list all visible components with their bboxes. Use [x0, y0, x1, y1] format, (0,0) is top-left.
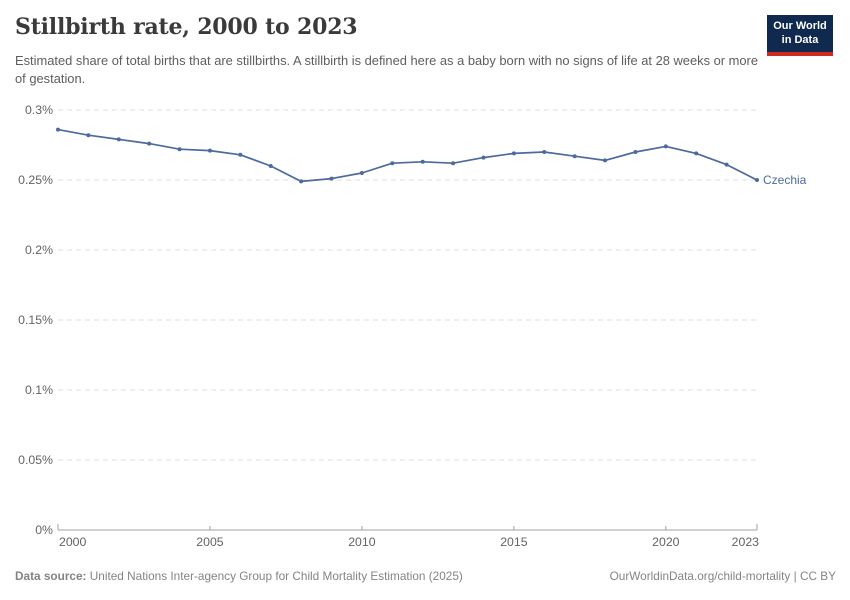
- data-point[interactable]: [147, 141, 152, 146]
- owid-logo-line2: in Data: [781, 33, 819, 46]
- y-tick-label: 0.05%: [18, 453, 53, 467]
- data-line[interactable]: [57, 128, 758, 183]
- data-point[interactable]: [663, 144, 668, 149]
- data-point[interactable]: [603, 158, 608, 163]
- y-tick-label: 0.2%: [25, 243, 53, 257]
- data-point[interactable]: [451, 161, 456, 166]
- x-tick-label: 2010: [348, 535, 376, 549]
- data-point[interactable]: [694, 151, 699, 156]
- x-tick-label: 2000: [59, 535, 87, 549]
- y-tick-label: 0.1%: [25, 383, 53, 397]
- y-tick-label: 0%: [35, 523, 53, 537]
- chart-subtitle: Estimated share of total births that are…: [15, 53, 759, 87]
- data-point[interactable]: [268, 164, 273, 168]
- data-point[interactable]: [755, 178, 759, 182]
- data-point[interactable]: [633, 150, 638, 154]
- x-tick-label: 2005: [196, 535, 224, 549]
- data-source: Data source: United Nations Inter-agency…: [15, 569, 463, 583]
- y-tick-label: 0.3%: [25, 103, 53, 117]
- data-point[interactable]: [116, 137, 121, 142]
- data-point[interactable]: [481, 155, 486, 160]
- data-point[interactable]: [329, 176, 334, 181]
- data-point[interactable]: [420, 159, 425, 164]
- x-tick-label: 2023: [732, 535, 760, 549]
- series-label[interactable]: Czechia: [763, 173, 807, 187]
- stillbirth-line-chart[interactable]: 0% 0.05% 0.1% 0.15% 0.2% 0.25% 0.3% 2000 2005 201…: [0, 95, 850, 565]
- data-point[interactable]: [238, 152, 243, 157]
- data-point[interactable]: [390, 161, 395, 166]
- data-point[interactable]: [56, 127, 60, 132]
- x-tick-label: 2020: [652, 535, 680, 549]
- x-tick-label: 2015: [500, 535, 528, 549]
- y-tick-label: 0.25%: [18, 173, 53, 187]
- data-point[interactable]: [207, 148, 212, 153]
- data-source-text: United Nations Inter-agency Group for Ch…: [86, 569, 463, 583]
- data-point[interactable]: [86, 133, 91, 138]
- owid-logo-line1: Our World: [773, 20, 827, 32]
- data-point[interactable]: [724, 162, 729, 167]
- data-point[interactable]: [299, 179, 304, 184]
- data-point[interactable]: [359, 171, 364, 175]
- owid-logo[interactable]: Our World in Data: [767, 15, 833, 56]
- data-source-label: Data source:: [15, 569, 87, 583]
- data-point[interactable]: [177, 147, 182, 152]
- data-point[interactable]: [572, 154, 577, 159]
- data-point[interactable]: [511, 151, 516, 156]
- page-title: Stillbirth rate, 2000 to 2023: [15, 14, 358, 40]
- data-point[interactable]: [542, 150, 547, 154]
- rights-link[interactable]: OurWorldinData.org/child-mortality | CC …: [609, 569, 836, 583]
- y-tick-label: 0.15%: [18, 313, 53, 327]
- chart-footer: Data source: United Nations Inter-agency…: [15, 569, 836, 583]
